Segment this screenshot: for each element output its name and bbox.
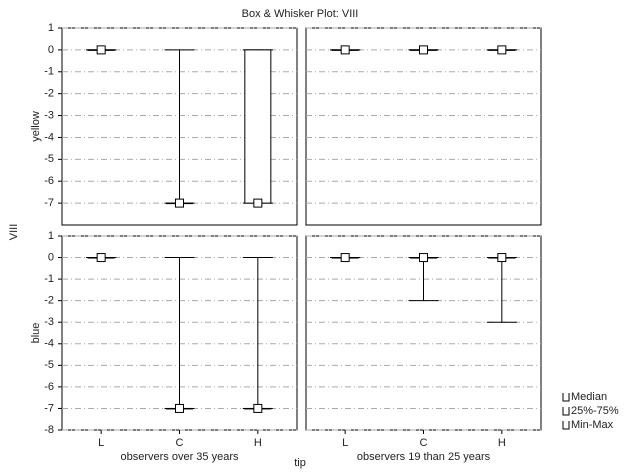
x-tick-label: C bbox=[420, 437, 428, 449]
median bbox=[175, 403, 184, 413]
median bbox=[419, 253, 428, 263]
median bbox=[340, 45, 350, 55]
y-tick-label: -6 bbox=[44, 175, 54, 187]
median bbox=[253, 403, 263, 413]
y-tick-label: -7 bbox=[44, 197, 54, 209]
y-tick-label: 0 bbox=[48, 44, 54, 56]
x-tick-label: L bbox=[342, 437, 348, 449]
y-tick-label: -4 bbox=[44, 131, 54, 143]
row-label: blue bbox=[30, 323, 42, 344]
y-tick-label: -3 bbox=[44, 316, 54, 328]
x-tick-label: H bbox=[498, 437, 506, 449]
y-axis-label: VIII bbox=[8, 224, 20, 241]
median bbox=[419, 45, 428, 55]
column-label: observers over 35 years bbox=[121, 451, 239, 463]
legend-icon bbox=[562, 421, 570, 430]
y-tick-label: -1 bbox=[44, 66, 54, 78]
row-label: yellow bbox=[30, 111, 42, 142]
chart-title: Box & Whisker Plot: VIII bbox=[242, 8, 359, 20]
legend-icon bbox=[562, 407, 570, 416]
median bbox=[340, 253, 350, 263]
y-tick-label: -2 bbox=[44, 88, 54, 100]
median bbox=[497, 45, 507, 55]
y-tick-label: -2 bbox=[44, 295, 54, 307]
y-tick-label: 1 bbox=[48, 22, 54, 34]
panel-frame bbox=[305, 27, 542, 226]
y-tick-label: -5 bbox=[44, 153, 54, 165]
x-axis-label: tip bbox=[294, 457, 306, 469]
y-tick-label: -4 bbox=[44, 338, 54, 350]
legend-label: Median bbox=[571, 391, 607, 403]
y-tick-label: -6 bbox=[44, 381, 54, 393]
x-tick-label: C bbox=[176, 437, 184, 449]
median bbox=[96, 253, 106, 263]
median bbox=[175, 198, 184, 208]
y-tick-label: -3 bbox=[44, 109, 54, 121]
y-tick-label: 0 bbox=[48, 251, 54, 263]
median bbox=[96, 45, 106, 55]
x-tick-label: L bbox=[98, 437, 104, 449]
median bbox=[497, 253, 507, 263]
column-label: observers 19 than 25 years bbox=[357, 451, 491, 463]
legend-label: Min-Max bbox=[571, 419, 614, 431]
y-tick-label: -5 bbox=[44, 359, 54, 371]
legend-icon bbox=[562, 393, 570, 402]
y-tick-label: -7 bbox=[44, 402, 54, 414]
y-tick-label: 1 bbox=[48, 230, 54, 242]
median bbox=[253, 198, 263, 208]
y-tick-label: -8 bbox=[44, 424, 54, 436]
x-tick-label: H bbox=[254, 437, 262, 449]
y-tick-label: -1 bbox=[44, 273, 54, 285]
box bbox=[244, 49, 272, 204]
legend-label: 25%-75% bbox=[571, 405, 619, 417]
